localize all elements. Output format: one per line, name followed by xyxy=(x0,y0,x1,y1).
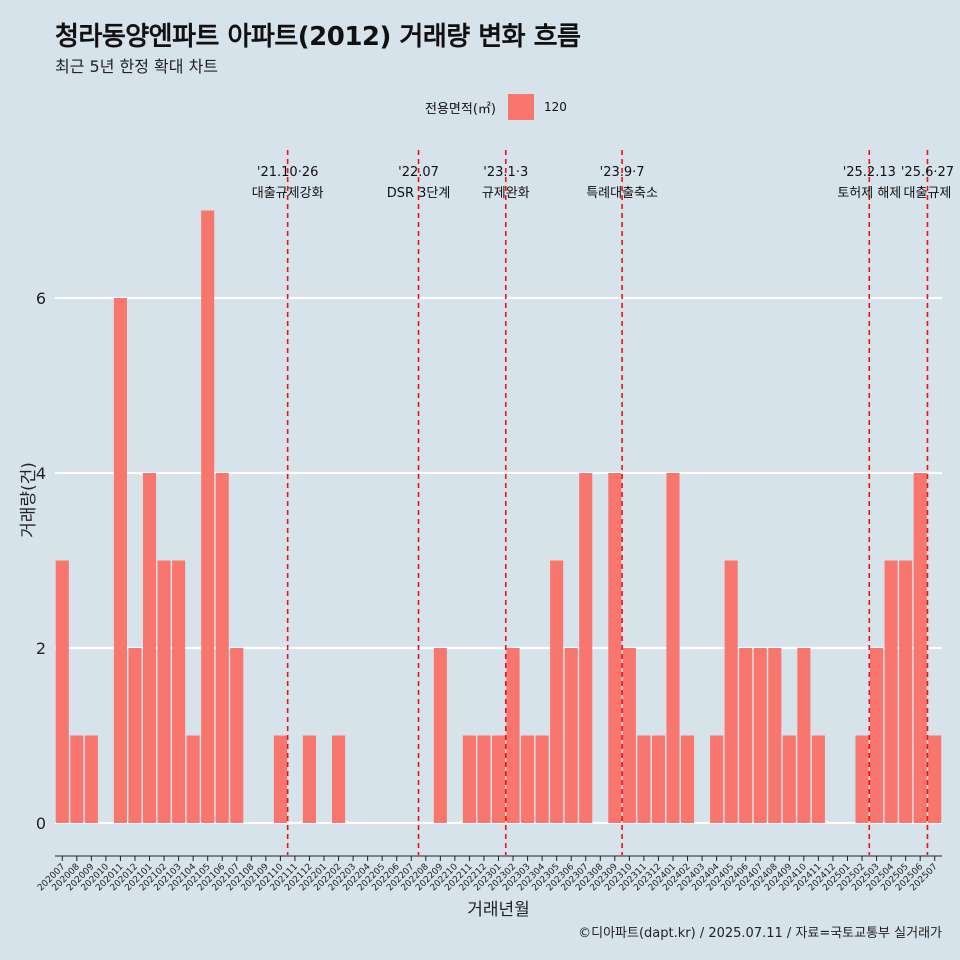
bar xyxy=(172,560,186,823)
bar xyxy=(782,735,796,823)
chart-subtitle: 최근 5년 한정 확대 차트 xyxy=(55,57,219,76)
event-label: 대출규제강화 xyxy=(252,186,324,201)
bar xyxy=(186,735,200,823)
bar xyxy=(739,648,753,823)
bar xyxy=(157,560,171,823)
event-label: 토허제 해제 xyxy=(837,186,901,201)
bar xyxy=(128,648,142,823)
y-tick-label: 0 xyxy=(36,814,46,833)
bar xyxy=(201,210,215,823)
bar xyxy=(753,648,767,823)
legend-item-label: 120 xyxy=(543,100,567,114)
bar xyxy=(637,735,651,823)
bar xyxy=(433,648,447,823)
bar xyxy=(535,735,549,823)
chart-title: 청라동양엔파트 아파트(2012) 거래량 변화 흐름 xyxy=(55,22,581,52)
bar xyxy=(142,473,157,823)
bar xyxy=(273,735,287,823)
bar xyxy=(113,298,127,823)
bar xyxy=(797,648,811,823)
bar xyxy=(622,648,636,823)
bar xyxy=(332,735,346,823)
bar xyxy=(928,735,942,823)
bar xyxy=(564,648,578,823)
event-date: '23.1·3 xyxy=(483,165,528,180)
bar xyxy=(521,735,535,823)
bar xyxy=(579,473,593,823)
y-tick-label: 4 xyxy=(36,464,46,483)
bar xyxy=(768,648,782,823)
bar xyxy=(608,473,622,823)
bar xyxy=(506,648,520,823)
bar xyxy=(913,473,927,823)
bar xyxy=(70,735,84,823)
bar xyxy=(884,560,898,823)
bar xyxy=(477,735,491,823)
y-tick-label: 6 xyxy=(36,289,46,308)
bar xyxy=(666,473,680,823)
y-axis-title: 거래량(건) xyxy=(19,462,39,538)
event-date: '23.9·7 xyxy=(600,165,645,180)
event-date: '25.6·27 xyxy=(901,165,954,180)
event-label: 규제완화 xyxy=(482,186,530,201)
bar xyxy=(84,735,98,823)
event-date: '22.07 xyxy=(398,165,439,180)
bar xyxy=(55,560,69,823)
bar xyxy=(724,560,738,823)
bar xyxy=(302,735,317,823)
legend: 전용면적(㎡) 120 xyxy=(425,94,567,120)
event-label: DSR 3단계 xyxy=(387,186,451,201)
event-label: 대출규제 xyxy=(904,186,952,201)
x-axis-title: 거래년월 xyxy=(467,900,530,920)
bar xyxy=(870,648,884,823)
event-label: 특례대출축소 xyxy=(586,186,658,201)
bar xyxy=(651,735,665,823)
bar xyxy=(491,735,506,823)
bar xyxy=(230,648,244,823)
bar xyxy=(215,473,229,823)
bar xyxy=(462,735,476,823)
bar xyxy=(855,735,869,823)
legend-title: 전용면적(㎡) xyxy=(425,101,496,117)
bar xyxy=(899,560,913,823)
event-date: '25.2.13 xyxy=(843,165,896,180)
y-tick-label: 2 xyxy=(36,639,46,658)
legend-swatch xyxy=(507,94,534,120)
bar xyxy=(811,735,825,823)
source-caption: ©디아파트(dapt.kr) / 2025.07.11 / 자료=국토교통부 실… xyxy=(578,926,942,941)
bar xyxy=(710,735,724,823)
bar xyxy=(550,560,564,823)
bar xyxy=(680,735,695,823)
event-date: '21.10·26 xyxy=(257,165,318,180)
